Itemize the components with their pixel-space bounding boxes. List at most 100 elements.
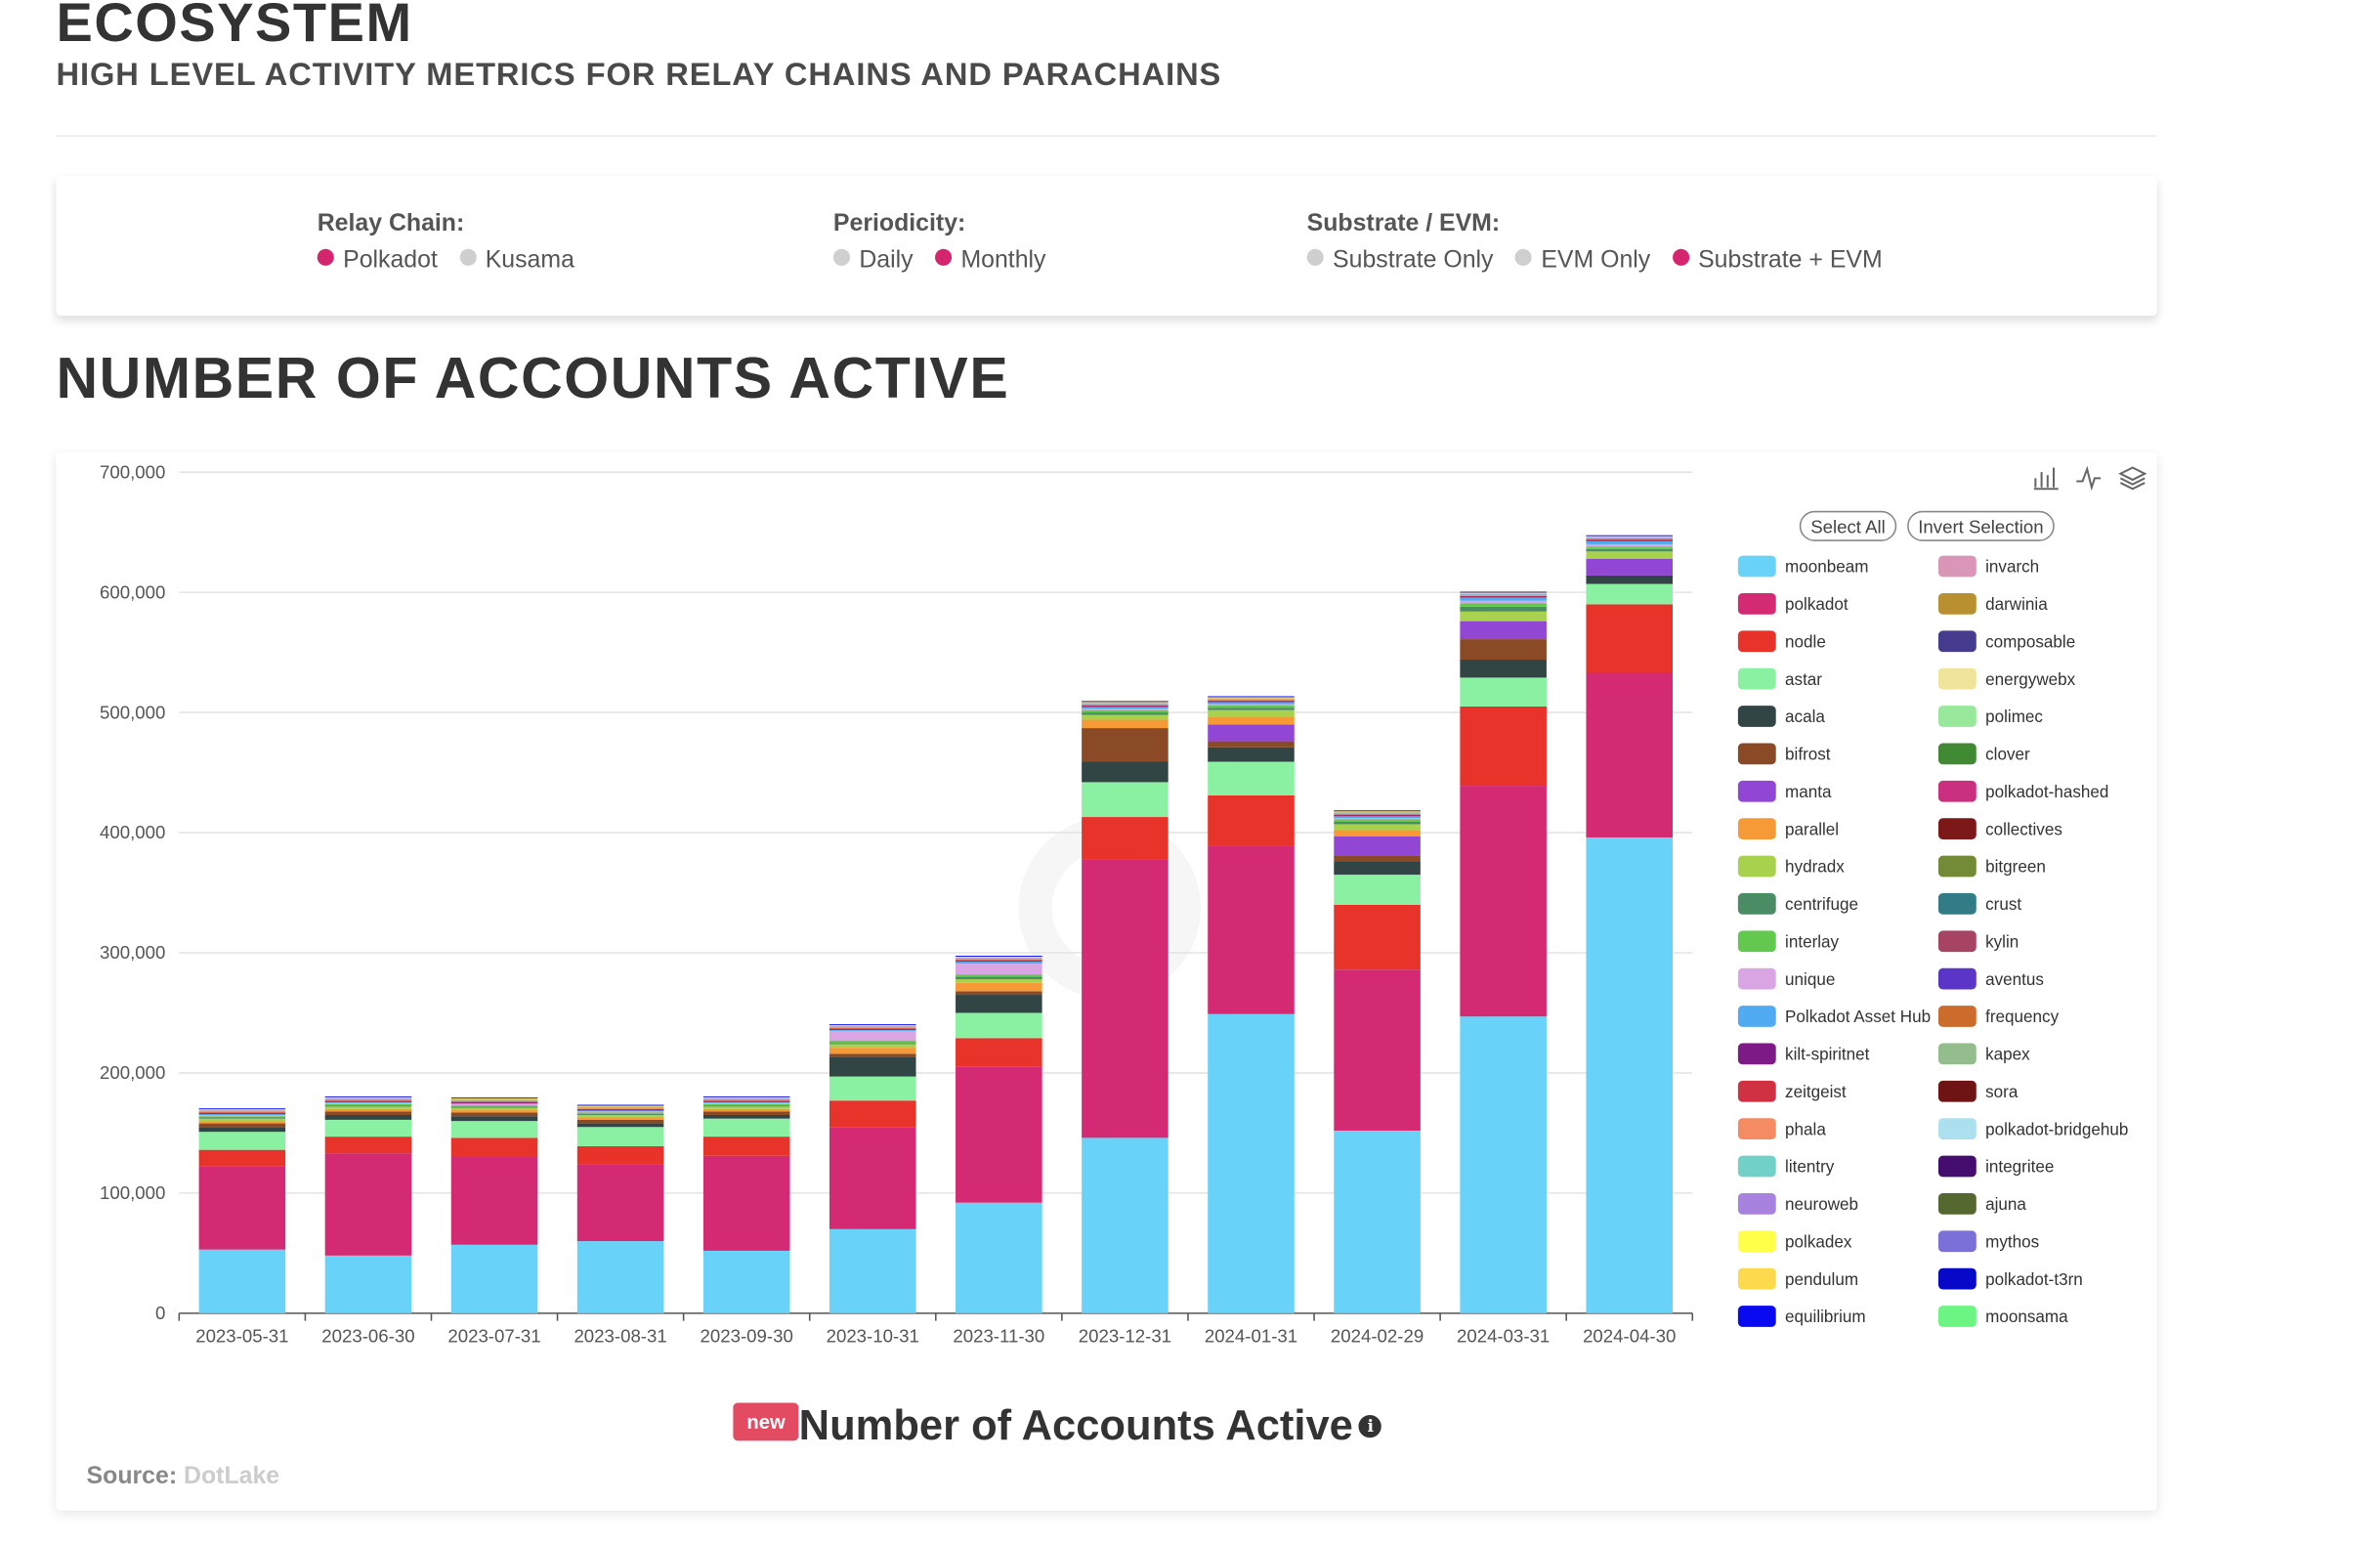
bar-stack[interactable]	[576, 1104, 664, 1313]
bar-segment[interactable]	[324, 1097, 412, 1099]
bar-stack[interactable]	[829, 1024, 916, 1313]
bar-segment[interactable]	[1460, 1016, 1547, 1313]
bar-segment[interactable]	[1460, 611, 1547, 622]
evm-option-substrate-evm[interactable]: Substrate + EVM	[1672, 247, 1883, 275]
legend-item[interactable]: mythos	[1937, 1230, 2039, 1253]
bar-segment[interactable]	[1082, 705, 1169, 707]
bar-segment[interactable]	[1208, 700, 1295, 702]
legend-item[interactable]: moonbeam	[1737, 555, 1869, 578]
bar-segment[interactable]	[324, 1102, 412, 1104]
bar-segment[interactable]	[576, 1105, 664, 1107]
bar-segment[interactable]	[576, 1107, 664, 1109]
bar-segment[interactable]	[576, 1111, 664, 1113]
bar-segment[interactable]	[324, 1100, 412, 1102]
bar-segment[interactable]	[1082, 817, 1169, 860]
bar-segment[interactable]	[324, 1106, 412, 1109]
bar-segment[interactable]	[956, 960, 1042, 962]
bar-segment[interactable]	[198, 1114, 286, 1117]
bar-segment[interactable]	[702, 1111, 790, 1115]
bar-segment[interactable]	[1082, 701, 1169, 703]
bar-segment[interactable]	[702, 1097, 790, 1099]
bar-segment[interactable]	[702, 1102, 790, 1104]
bar-segment[interactable]	[1082, 708, 1169, 710]
bar-segment[interactable]	[1460, 591, 1547, 593]
bar-segment[interactable]	[956, 976, 1042, 980]
legend-item[interactable]: unique	[1737, 967, 1835, 990]
legend-item[interactable]: polkadot-bridgehub	[1937, 1118, 2128, 1139]
bar-segment[interactable]	[702, 1114, 790, 1119]
bar-chart-toolbox-button[interactable]	[2032, 464, 2060, 492]
bar-segment[interactable]	[956, 982, 1042, 992]
bar-segment[interactable]	[1082, 704, 1169, 706]
bar-segment[interactable]	[1586, 539, 1674, 540]
bar-segment[interactable]	[829, 1044, 916, 1049]
bar-segment[interactable]	[198, 1109, 286, 1111]
bar-segment[interactable]	[198, 1108, 286, 1110]
bar-segment[interactable]	[1460, 706, 1547, 787]
bar-segment[interactable]	[1334, 855, 1421, 862]
bar-segment[interactable]	[1460, 639, 1547, 660]
bar-stack[interactable]	[702, 1095, 790, 1313]
legend-item[interactable]: parallel	[1737, 818, 1839, 839]
bar-segment[interactable]	[1334, 814, 1421, 816]
bar-segment[interactable]	[198, 1110, 286, 1112]
bar-segment[interactable]	[450, 1121, 538, 1138]
bar-segment[interactable]	[576, 1105, 664, 1107]
bar-segment[interactable]	[1334, 812, 1421, 814]
bar-segment[interactable]	[1460, 603, 1547, 607]
bar-segment[interactable]	[198, 1111, 286, 1113]
bar-segment[interactable]	[1586, 540, 1674, 544]
bar-segment[interactable]	[576, 1123, 664, 1128]
bar-segment[interactable]	[1208, 794, 1295, 846]
bar-segment[interactable]	[1460, 593, 1547, 595]
bar-segment[interactable]	[829, 1029, 916, 1031]
bar-segment[interactable]	[1208, 697, 1295, 699]
bar-segment[interactable]	[198, 1108, 286, 1110]
bar-segment[interactable]	[198, 1121, 286, 1124]
bar-segment[interactable]	[1586, 672, 1674, 837]
bar-segment[interactable]	[1082, 714, 1169, 720]
bar-segment[interactable]	[450, 1098, 538, 1100]
bar-segment[interactable]	[956, 958, 1042, 960]
bar-segment[interactable]	[1208, 708, 1295, 710]
bar-segment[interactable]	[1460, 606, 1547, 612]
bar-segment[interactable]	[198, 1166, 286, 1250]
bar-segment[interactable]	[1334, 1130, 1421, 1313]
bar-segment[interactable]	[702, 1101, 790, 1103]
bar-segment[interactable]	[198, 1113, 286, 1115]
legend-item[interactable]: integritee	[1937, 1155, 2054, 1178]
legend-item[interactable]: litentry	[1737, 1155, 1835, 1178]
bar-segment[interactable]	[576, 1117, 664, 1120]
bar-stack[interactable]	[956, 956, 1042, 1313]
bar-segment[interactable]	[324, 1111, 412, 1115]
bar-segment[interactable]	[1334, 818, 1421, 820]
bar-segment[interactable]	[1208, 701, 1295, 703]
bar-segment[interactable]	[956, 1066, 1042, 1203]
bar-segment[interactable]	[198, 1132, 286, 1150]
bar-segment[interactable]	[198, 1127, 286, 1133]
bar-segment[interactable]	[1082, 703, 1169, 705]
bar-segment[interactable]	[1082, 859, 1169, 1138]
bar-segment[interactable]	[576, 1127, 664, 1146]
bar-segment[interactable]	[1334, 875, 1421, 905]
bar-segment[interactable]	[1334, 830, 1421, 836]
bar-segment[interactable]	[956, 1012, 1042, 1039]
bar-segment[interactable]	[702, 1137, 790, 1156]
bar-segment[interactable]	[324, 1114, 412, 1120]
bar-segment[interactable]	[1586, 539, 1674, 541]
bar-segment[interactable]	[450, 1105, 538, 1107]
bar-segment[interactable]	[450, 1103, 538, 1106]
bar-segment[interactable]	[1586, 551, 1674, 559]
bar-segment[interactable]	[702, 1096, 790, 1098]
legend-item[interactable]: polkadot-t3rn	[1937, 1267, 2083, 1290]
bar-segment[interactable]	[956, 995, 1042, 1013]
bar-segment[interactable]	[956, 974, 1042, 977]
bar-segment[interactable]	[1334, 813, 1421, 815]
bar-segment[interactable]	[450, 1099, 538, 1101]
relay-option-kusama[interactable]: Kusama	[459, 247, 574, 275]
bar-segment[interactable]	[1334, 815, 1421, 817]
bar-segment[interactable]	[576, 1241, 664, 1313]
periodicity-option-daily[interactable]: Daily	[832, 247, 914, 275]
bar-segment[interactable]	[1586, 836, 1674, 1313]
bar-segment[interactable]	[324, 1095, 412, 1097]
